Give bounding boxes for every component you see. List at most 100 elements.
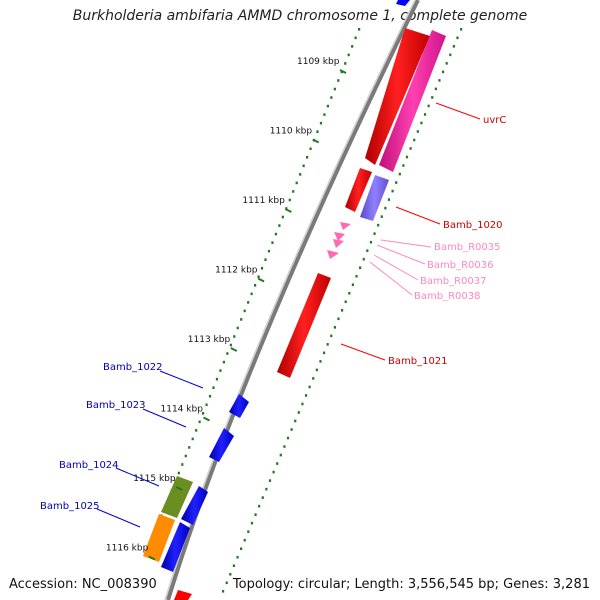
gc-dot xyxy=(225,581,228,585)
gc-dot xyxy=(272,470,275,474)
tick-label: 1114 kbp xyxy=(161,405,204,415)
gc-dot xyxy=(456,36,459,40)
label-bamb-1020[interactable]: Bamb_1020 xyxy=(395,206,503,231)
backbone-inner xyxy=(164,0,416,600)
svg-text:Bamb_1024: Bamb_1024 xyxy=(59,460,119,471)
feature-rna-4[interactable] xyxy=(327,250,339,259)
gc-dot xyxy=(358,28,361,31)
gc-dot xyxy=(267,249,271,253)
gc-dot xyxy=(373,232,376,235)
gc-dot xyxy=(198,420,201,424)
tick-mark xyxy=(257,277,265,283)
feature-bamb-1024-rev[interactable] xyxy=(181,486,208,525)
gc-dot xyxy=(286,436,290,440)
feature-rna-1[interactable] xyxy=(340,222,351,230)
label-bamb-1022[interactable]: Bamb_1022 xyxy=(103,362,204,389)
label-bamb-r0037[interactable]: Bamb_R0037 xyxy=(373,254,486,287)
gc-dot xyxy=(240,318,243,321)
gc-dot xyxy=(250,292,253,296)
gc-dot xyxy=(333,87,336,91)
gc-dot xyxy=(268,479,272,482)
feature-rna-2[interactable] xyxy=(334,232,345,241)
tick-mark xyxy=(148,555,156,561)
feature-bamb-1022-cds[interactable] xyxy=(229,394,249,418)
gc-dot xyxy=(315,368,318,372)
feature-bamb-1020-cds[interactable] xyxy=(345,168,372,212)
gc-dot xyxy=(355,274,358,278)
gc-dot xyxy=(309,147,312,151)
gc-dot xyxy=(405,155,409,159)
gc-dot xyxy=(323,113,326,116)
gc-dot xyxy=(344,62,347,65)
gc-dot xyxy=(222,590,225,593)
feature-bamb-1020-gene[interactable] xyxy=(360,175,389,221)
gc-dot xyxy=(431,96,434,99)
gc-dot xyxy=(232,564,236,568)
label-bamb-1023[interactable]: Bamb_1023 xyxy=(86,400,187,428)
gc-dot xyxy=(409,147,412,150)
gc-dot xyxy=(297,411,300,414)
gc-dot xyxy=(233,335,236,338)
gc-dot xyxy=(281,215,284,219)
tick-mark xyxy=(284,208,292,213)
feature-rna-3[interactable] xyxy=(333,239,344,248)
backbone-outer xyxy=(166,0,420,600)
feature-top-blue[interactable] xyxy=(396,0,410,6)
gc-dot xyxy=(362,257,365,261)
gc-dot xyxy=(351,45,354,48)
gc-dot xyxy=(254,284,257,287)
tick-label: 1112 kbp xyxy=(215,266,258,276)
feature-bottom-red[interactable] xyxy=(174,590,192,600)
gc-dot xyxy=(299,173,302,176)
gc-dot xyxy=(301,402,304,406)
gc-dot xyxy=(295,181,298,185)
label-bamb-1021[interactable]: Bamb_1021 xyxy=(340,343,448,367)
gc-dot xyxy=(247,301,250,304)
accession-text: Accession: NC_008390 xyxy=(9,577,157,592)
feature-uvrc-cds[interactable] xyxy=(365,28,430,165)
label-bamb-r0035[interactable]: Bamb_R0035 xyxy=(380,239,500,253)
gc-dot xyxy=(391,189,394,193)
gc-dot xyxy=(304,394,308,397)
gc-dot xyxy=(434,87,437,91)
feature-bamb-1025-rev[interactable] xyxy=(161,522,190,572)
gc-dot xyxy=(261,496,264,499)
gc-dot xyxy=(181,463,184,466)
feature-uvrc-gene[interactable] xyxy=(379,30,446,172)
gc-dot xyxy=(423,113,427,116)
gc-dot xyxy=(348,291,351,295)
label-bamb-1025[interactable]: Bamb_1025 xyxy=(40,501,141,528)
gc-dot xyxy=(271,241,274,244)
gc-dot xyxy=(236,326,239,330)
feature-bamb-1025-cds[interactable] xyxy=(143,514,175,562)
feature-bamb-1023-cds[interactable] xyxy=(209,428,234,462)
svg-text:Bamb_1022: Bamb_1022 xyxy=(103,362,163,373)
feature-bamb-1024-cds[interactable] xyxy=(161,476,193,518)
gc-dot xyxy=(205,403,208,407)
gc-dot xyxy=(341,309,344,312)
gc-dot xyxy=(359,266,362,270)
gc-dot xyxy=(441,70,445,74)
gc-dot xyxy=(344,300,347,304)
feature-bamb-1021-cds[interactable] xyxy=(277,273,331,378)
gc-dot xyxy=(250,521,254,525)
gc-dot xyxy=(247,530,250,533)
tick-mark xyxy=(312,138,320,144)
label-bamb-1024[interactable]: Bamb_1024 xyxy=(59,460,160,487)
gc-dot xyxy=(330,96,333,99)
gc-dot xyxy=(326,343,329,346)
gc-dot xyxy=(260,266,264,270)
gc-dot xyxy=(351,283,355,287)
label-bamb-r0036[interactable]: Bamb_R0036 xyxy=(376,244,493,271)
label-bamb-r0038[interactable]: Bamb_R0038 xyxy=(369,261,480,302)
gc-track-left xyxy=(150,28,361,543)
gc-dot xyxy=(254,513,257,516)
label-uvrc[interactable]: uvrC xyxy=(435,102,506,126)
tick-label: 1113 kbp xyxy=(188,335,231,345)
gc-dot xyxy=(294,419,297,423)
tick-mark xyxy=(230,347,238,352)
gc-dot xyxy=(258,504,261,508)
tick-mark xyxy=(175,486,183,491)
tick-labels: 1109 kbp 1110 kbp 1111 kbp 1112 kbp 1113 kbp… xyxy=(106,57,347,561)
